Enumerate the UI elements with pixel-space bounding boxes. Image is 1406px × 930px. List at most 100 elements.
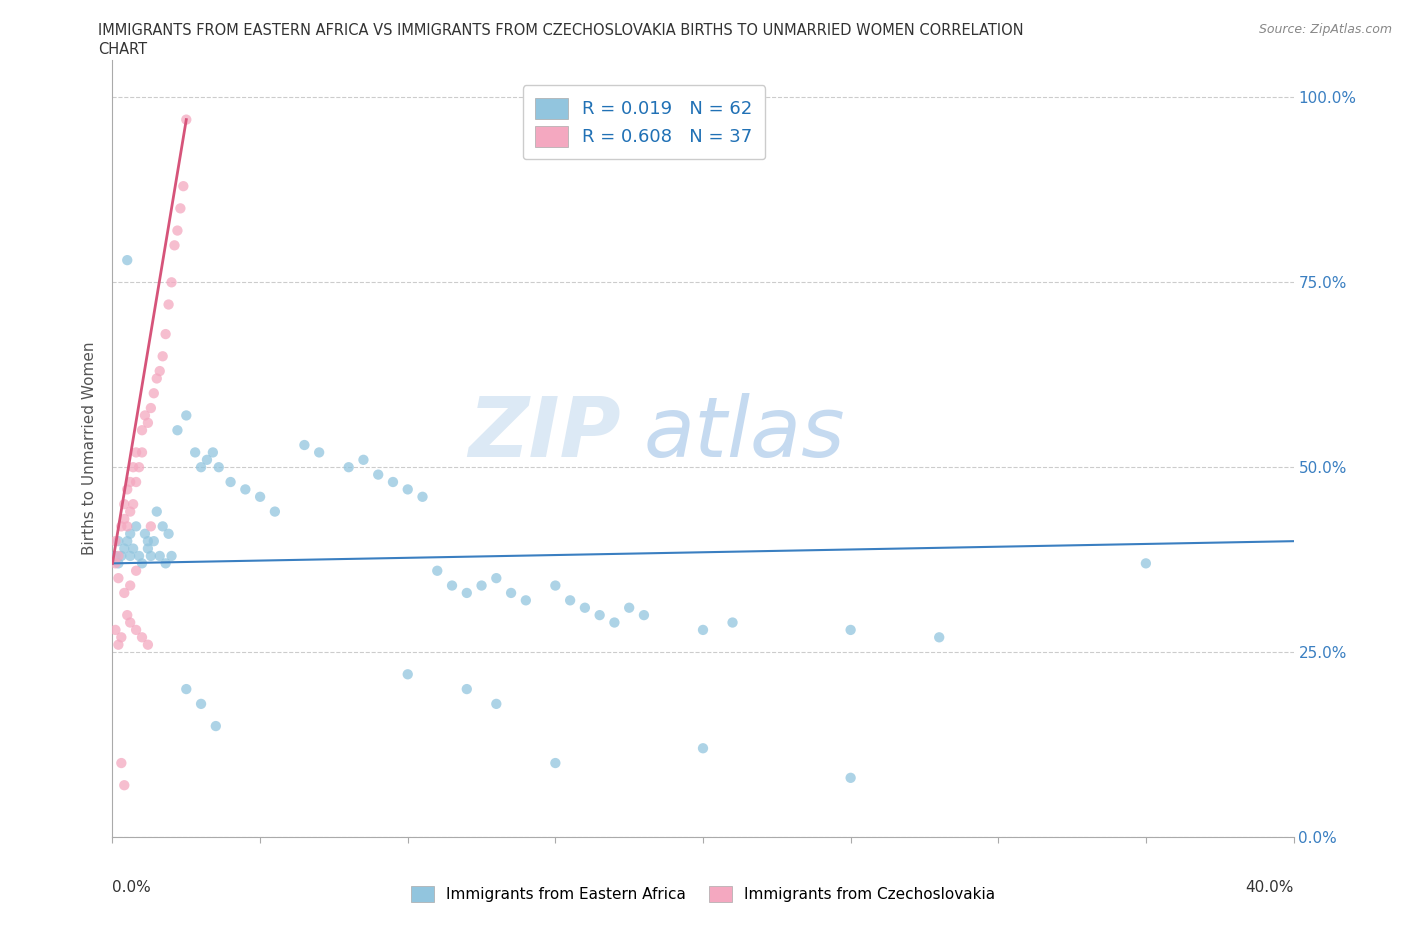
Point (136, 637, 159, 652)
Point (112, 541, 135, 556)
Point (139, 519, 162, 534)
Point (456, 586, 478, 601)
Point (122, 541, 145, 556)
Legend: R = 0.019   N = 62, R = 0.608   N = 37: R = 0.019 N = 62, R = 0.608 N = 37 (523, 85, 765, 159)
Point (110, 630, 132, 644)
Point (603, 615, 626, 630)
Point (367, 467, 389, 482)
Point (120, 504, 142, 519)
Point (136, 416, 159, 431)
Point (382, 474, 405, 489)
Point (122, 459, 145, 474)
Point (219, 474, 242, 489)
Point (169, 201, 191, 216)
Point (146, 504, 169, 519)
Point (174, 682, 197, 697)
Point (928, 630, 950, 644)
Text: Source: ZipAtlas.com: Source: ZipAtlas.com (1258, 23, 1392, 36)
Point (107, 549, 129, 564)
Point (125, 622, 148, 637)
Point (692, 622, 714, 637)
Point (441, 578, 464, 593)
Point (166, 423, 188, 438)
Point (515, 593, 537, 608)
Point (160, 275, 183, 290)
Point (146, 371, 169, 386)
Point (174, 113, 197, 127)
Point (184, 445, 207, 459)
Point (131, 556, 153, 571)
Point (107, 637, 129, 652)
Point (112, 497, 135, 512)
Point (134, 408, 156, 423)
Point (201, 445, 224, 459)
Point (125, 445, 148, 459)
Point (155, 326, 177, 341)
Point (633, 607, 655, 622)
Point (104, 549, 127, 564)
Point (174, 408, 197, 423)
Point (149, 549, 172, 564)
Point (128, 549, 150, 564)
Point (396, 667, 419, 682)
Point (308, 445, 330, 459)
Point (110, 549, 132, 564)
Point (172, 179, 194, 193)
Point (104, 534, 127, 549)
Point (839, 770, 862, 785)
Point (125, 474, 148, 489)
Point (190, 459, 212, 474)
Text: 40.0%: 40.0% (1246, 880, 1294, 895)
Point (131, 423, 153, 438)
Point (485, 697, 508, 711)
Point (112, 586, 135, 601)
Point (190, 697, 212, 711)
Point (721, 615, 744, 630)
Point (588, 607, 610, 622)
Point (117, 482, 138, 497)
Point (131, 445, 153, 459)
Point (485, 571, 508, 586)
Point (149, 364, 172, 379)
Point (125, 519, 148, 534)
Point (142, 534, 165, 549)
Point (117, 519, 138, 534)
Point (157, 297, 180, 312)
Point (136, 534, 159, 549)
Point (195, 452, 218, 467)
Text: atlas: atlas (644, 392, 845, 473)
Point (117, 607, 138, 622)
Point (619, 600, 641, 615)
Text: CHART: CHART (98, 42, 148, 57)
Point (120, 549, 142, 564)
Point (544, 755, 567, 770)
Point (117, 534, 138, 549)
Point (125, 564, 148, 578)
Point (120, 474, 142, 489)
Point (163, 238, 186, 253)
Point (249, 489, 271, 504)
Point (139, 401, 162, 416)
Point (233, 482, 256, 497)
Point (166, 223, 188, 238)
Point (456, 682, 478, 697)
Text: IMMIGRANTS FROM EASTERN AFRICA VS IMMIGRANTS FROM CZECHOSLOVAKIA BIRTHS TO UNMAR: IMMIGRANTS FROM EASTERN AFRICA VS IMMIGR… (98, 23, 1024, 38)
Point (131, 630, 153, 644)
Text: ZIP: ZIP (468, 392, 620, 473)
Point (112, 777, 135, 792)
Point (426, 564, 449, 578)
Point (501, 586, 523, 601)
Y-axis label: Births to Unmarried Women: Births to Unmarried Women (82, 342, 97, 555)
Point (110, 519, 132, 534)
Point (292, 438, 315, 453)
Point (396, 482, 419, 497)
Point (352, 452, 374, 467)
Point (136, 541, 159, 556)
Point (107, 556, 129, 571)
Point (208, 459, 231, 474)
Point (411, 489, 433, 504)
Point (139, 549, 162, 564)
Point (142, 386, 165, 401)
Point (152, 519, 174, 534)
Point (264, 504, 287, 519)
